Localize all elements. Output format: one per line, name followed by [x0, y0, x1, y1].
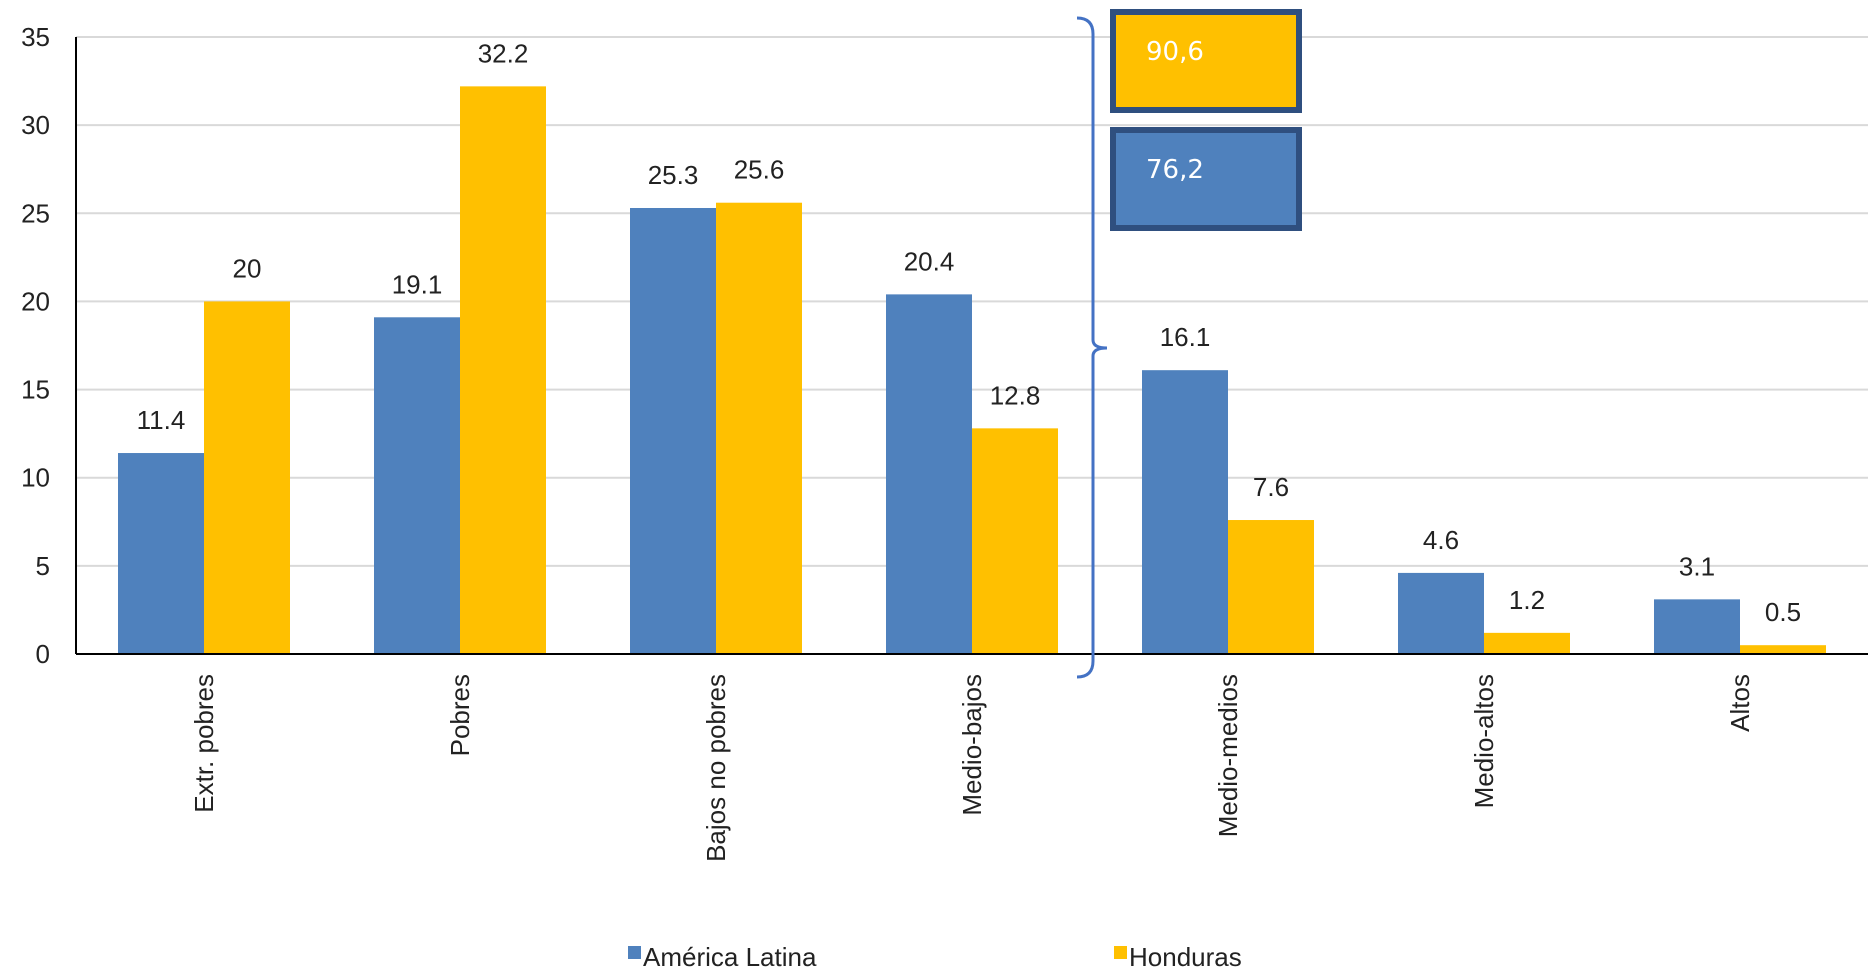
annotation-value-america-latina: 76,2 [1146, 155, 1204, 185]
legend-label-america-latina: América Latina [643, 942, 817, 970]
bar-america-latina-medio-bajos [886, 294, 972, 654]
data-label-honduras-extr-pobres: 20 [233, 253, 262, 283]
bar-honduras-bajos-no-pobres [716, 202, 802, 655]
legend-swatch-honduras [1114, 946, 1127, 959]
bar-honduras-altos [1740, 645, 1826, 654]
annotation-box-honduras [1110, 9, 1302, 113]
x-tick-label-medio-medios: Medio-medios [1213, 674, 1243, 837]
bar-america-latina-pobres [374, 317, 460, 654]
y-tick-label-10: 10 [21, 463, 50, 493]
bar-honduras-extr-pobres [204, 301, 290, 654]
y-tick-label-25: 25 [21, 198, 50, 228]
x-tick-label-altos: Altos [1725, 674, 1755, 732]
legend-label-honduras: Honduras [1129, 942, 1242, 970]
data-label-honduras-medio-altos: 1.2 [1509, 585, 1545, 615]
bar-america-latina-altos [1654, 599, 1740, 654]
annotation-value-honduras: 90,6 [1146, 37, 1204, 67]
y-tick-label-5: 5 [36, 551, 50, 581]
axes: 0 5 10 15 20 25 30 35 Extr. pobres Pobres Bajos no… [21, 22, 1868, 862]
data-label-honduras-altos: 0.5 [1765, 597, 1801, 627]
y-tick-label-20: 20 [21, 286, 50, 316]
bar-america-latina-medio-medios [1142, 370, 1228, 654]
data-label-america-latina-medio-altos: 4.6 [1423, 525, 1459, 555]
x-tick-label-bajos-no-pobres: Bajos no pobres [701, 674, 731, 862]
y-tick-label-30: 30 [21, 110, 50, 140]
bars [118, 86, 1826, 655]
data-labels: 11.4 19.1 25.3 20.4 16.1 4.6 3.1 20 32.2 25.6 12.8… [137, 38, 1801, 627]
bar-honduras-medio-medios [1228, 520, 1314, 654]
data-label-america-latina-altos: 3.1 [1679, 551, 1715, 581]
data-label-america-latina-medio-bajos: 20.4 [904, 246, 955, 276]
data-label-america-latina-extr-pobres: 11.4 [137, 405, 186, 435]
legend-swatch-america-latina [628, 946, 641, 959]
bar-honduras-medio-altos [1484, 632, 1570, 654]
bracket-icon [1076, 16, 1108, 679]
y-tick-label-15: 15 [21, 375, 50, 405]
data-label-america-latina-pobres: 19.1 [392, 269, 443, 299]
x-tick-label-extr-pobres: Extr. pobres [189, 674, 219, 813]
x-tick-label-pobres: Pobres [445, 674, 475, 756]
bar-america-latina-bajos-no-pobres [630, 207, 716, 655]
y-tick-label-0: 0 [36, 639, 50, 669]
data-label-america-latina-bajos-no-pobres: 25.3 [648, 160, 699, 190]
x-tick-label-medio-bajos: Medio-bajos [957, 674, 987, 816]
data-label-america-latina-medio-medios: 16.1 [1160, 322, 1211, 352]
data-label-honduras-pobres: 32.2 [478, 38, 529, 68]
bar-honduras-medio-bajos [972, 428, 1058, 654]
legend: América Latina Honduras [628, 942, 1242, 972]
x-tick-label-medio-altos: Medio-altos [1469, 674, 1499, 808]
data-label-honduras-bajos-no-pobres: 25.6 [734, 155, 785, 185]
data-label-honduras-medio-medios: 7.6 [1253, 472, 1289, 502]
bar-america-latina-extr-pobres [118, 453, 204, 654]
annotations: 90,6 76,2 [1076, 9, 1302, 679]
bar-america-latina-medio-altos [1398, 572, 1484, 654]
y-tick-label-35: 35 [21, 22, 50, 52]
bar-honduras-pobres [460, 86, 546, 655]
data-label-honduras-medio-bajos: 12.8 [990, 380, 1041, 410]
annotation-box-america-latina [1110, 127, 1302, 231]
